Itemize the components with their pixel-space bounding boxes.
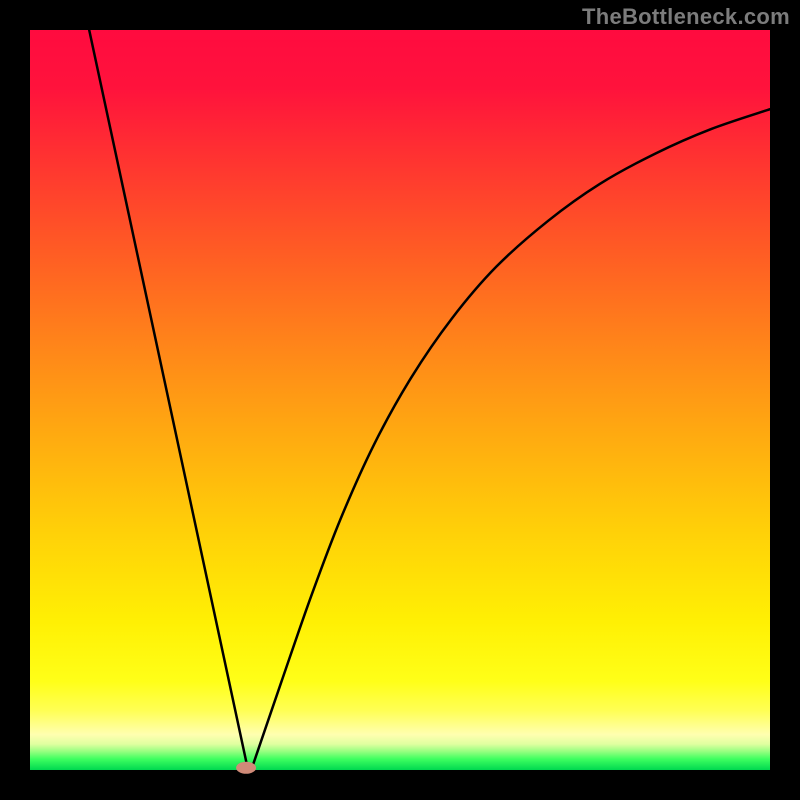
minimum-marker — [236, 762, 256, 774]
chart-stage: TheBottleneck.com — [0, 0, 800, 800]
chart-svg — [0, 0, 800, 800]
gradient-plot-area — [30, 30, 770, 770]
watermark-text: TheBottleneck.com — [582, 4, 790, 30]
